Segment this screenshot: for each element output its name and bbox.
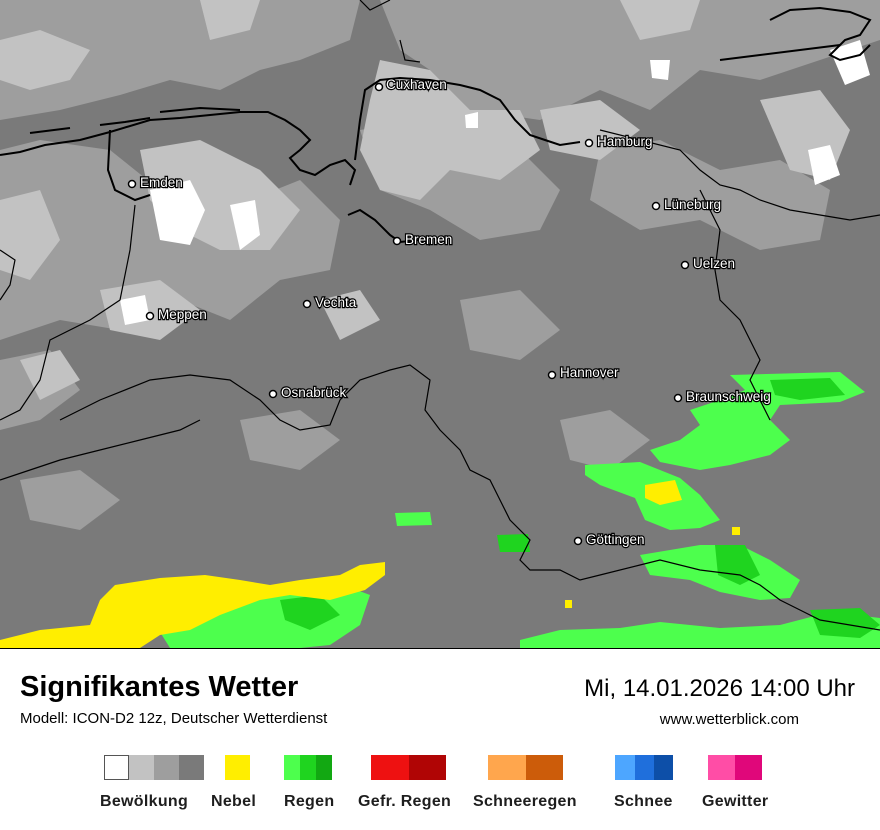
city-lueneburg: Lüneburg [651,196,722,213]
legend-label-schnee: Schnee [614,793,673,810]
legend-swatch [488,755,526,780]
legend-swatch [225,755,250,780]
city-label-hamburg: Hamburg [597,134,653,149]
legend-label-nebel: Nebel [211,793,257,810]
city-osnabrueck: Osnabrück [268,384,348,401]
city-label-bremen: Bremen [405,232,452,247]
legend-label-regen: Regen [284,793,335,810]
legend-swatch [526,755,563,780]
city-markers: Cuxhaven Hamburg Emden Lüneburg Bremen U… [127,76,772,548]
cloud-layer-mid [0,0,880,530]
city-label-cuxhaven: Cuxhaven [386,77,447,92]
legend-swatches-schnee [615,755,673,780]
legend-swatch [316,755,332,780]
coastline [0,6,872,246]
map-footer: Signifikantes Wetter Modell: ICON-D2 12z… [0,649,880,830]
city-label-meppen: Meppen [158,307,207,322]
weather-map: Cuxhaven Hamburg Emden Lüneburg Bremen U… [0,0,880,649]
fog-area [0,480,740,648]
legend-swatch [409,755,446,780]
legend-label-gefr-regen: Gefr. Regen [358,793,452,810]
city-hamburg: Hamburg [584,133,654,150]
city-label-uelzen: Uelzen [693,256,735,271]
cloud-layer-light [0,0,850,400]
legend-swatches-nebel [225,755,250,780]
legend-swatch [635,755,654,780]
forecast-datetime: Mi, 14.01.2026 14:00 Uhr [584,675,855,702]
city-label-goettingen: Göttingen [586,532,645,547]
legend-swatch [104,755,129,780]
city-label-lueneburg: Lüneburg [664,197,721,212]
legend-swatch [300,755,316,780]
legend-label-gewitter: Gewitter [702,793,769,810]
legend-swatch [371,755,409,780]
map-title: Signifikantes Wetter [20,671,299,703]
city-emden: Emden [127,174,184,191]
city-uelzen: Uelzen [680,255,736,272]
legend-swatches-regen [284,755,332,780]
legend-swatch [129,755,154,780]
city-meppen: Meppen [145,306,208,323]
city-label-vechta: Vechta [315,295,357,310]
legend-swatches-gefr-regen [371,755,446,780]
legend-swatch [179,755,204,780]
legend-swatches-schneeregen [488,755,563,780]
legend-swatch [284,755,300,780]
legend-swatch [615,755,635,780]
legend-swatches-gewitter [708,755,762,780]
legend-swatch [654,755,673,780]
city-label-hannover: Hannover [560,365,619,380]
model-info: Modell: ICON-D2 12z, Deutscher Wetterdie… [20,710,328,727]
legend-label-bewoelkung: Bewölkung [100,793,189,810]
legend-swatches-bewoelkung [104,755,204,780]
city-bremen: Bremen [392,231,453,248]
city-cuxhaven: Cuxhaven [374,76,448,93]
city-label-osnabrueck: Osnabrück [281,385,347,400]
legend-swatch [154,755,179,780]
website-link[interactable]: www.wetterblick.com [659,711,799,728]
borders [0,0,880,631]
city-vechta: Vechta [302,294,358,311]
city-hannover: Hannover [547,364,620,381]
legend-label-schneeregen: Schneeregen [473,793,577,810]
legend: Bewölkung Nebel Regen Gefr. Regen [0,753,880,823]
legend-swatch [735,755,762,780]
legend-swatch [708,755,735,780]
city-label-braunschweig: Braunschweig [686,389,771,404]
cloud-layer-white [120,40,870,325]
city-goettingen: Göttingen [573,531,646,548]
city-label-emden: Emden [140,175,183,190]
city-braunschweig: Braunschweig [673,388,772,405]
